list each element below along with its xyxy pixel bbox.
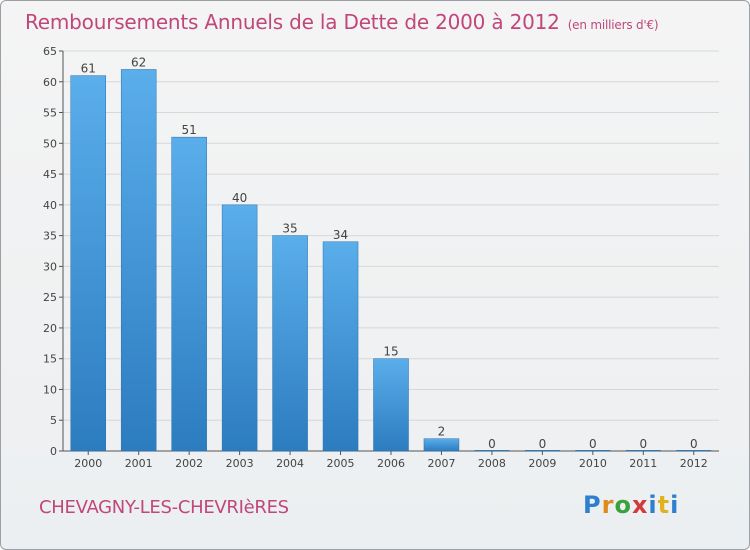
x-tick-label: 2012 xyxy=(680,457,708,470)
x-tick-label: 2007 xyxy=(427,457,455,470)
x-tick-label: 2011 xyxy=(629,457,657,470)
data-label-2000: 61 xyxy=(81,62,96,76)
data-label-2012: 0 xyxy=(690,437,698,451)
x-tick-label: 2000 xyxy=(74,457,102,470)
bar-2002 xyxy=(171,136,207,452)
x-tick-label: 2006 xyxy=(377,457,405,470)
commune-name: CHEVAGNY-LES-CHEVRIèRES xyxy=(39,497,289,518)
bar-2007 xyxy=(423,438,460,452)
y-tick-label: 15 xyxy=(43,353,57,366)
y-tick-label: 35 xyxy=(43,230,57,243)
y-tick-label: 55 xyxy=(43,107,57,120)
y-tick-label: 50 xyxy=(43,137,57,150)
y-tick-label: 10 xyxy=(43,383,57,396)
bar-2001 xyxy=(120,69,157,452)
x-tick-label: 2003 xyxy=(226,457,254,470)
x-tick-label: 2005 xyxy=(327,457,355,470)
proxiti-logo: Proxiti xyxy=(583,491,680,519)
unit-label: (en milliers d'€) xyxy=(567,18,659,32)
data-label-2010: 0 xyxy=(589,437,597,451)
x-tick-label: 2004 xyxy=(276,457,304,470)
y-tick-label: 45 xyxy=(43,168,57,181)
x-tick-label: 2010 xyxy=(579,457,607,470)
y-tick-label: 40 xyxy=(43,199,57,212)
data-label-2007: 2 xyxy=(438,425,446,439)
data-label-2002: 51 xyxy=(182,123,197,137)
y-tick-label: 0 xyxy=(50,445,57,458)
y-tick-label: 5 xyxy=(50,414,57,427)
data-label-2003: 40 xyxy=(232,191,247,205)
data-label-2006: 15 xyxy=(383,345,398,359)
data-label-2011: 0 xyxy=(639,437,647,451)
data-label-2004: 35 xyxy=(282,222,297,236)
bar-2005 xyxy=(322,241,359,452)
data-label-2009: 0 xyxy=(539,437,547,451)
bar-2000 xyxy=(70,75,106,452)
bar-2004 xyxy=(272,235,308,452)
x-tick-label: 2008 xyxy=(478,457,506,470)
chart-title: Remboursements Annuels de la Dette de 20… xyxy=(25,10,659,34)
y-tick-label: 30 xyxy=(43,260,57,273)
y-tick-label: 65 xyxy=(43,45,57,58)
x-tick-label: 2002 xyxy=(175,457,203,470)
data-label-2001: 62 xyxy=(131,55,146,69)
y-tick-label: 20 xyxy=(43,322,57,335)
bar-2003 xyxy=(221,204,258,452)
x-tick-label: 2009 xyxy=(528,457,556,470)
y-tick-label: 25 xyxy=(43,291,57,304)
data-label-2005: 34 xyxy=(333,228,348,242)
y-tick-label: 60 xyxy=(43,76,57,89)
data-label-2008: 0 xyxy=(488,437,496,451)
x-tick-label: 2001 xyxy=(125,457,153,470)
bar-2006 xyxy=(373,358,409,452)
